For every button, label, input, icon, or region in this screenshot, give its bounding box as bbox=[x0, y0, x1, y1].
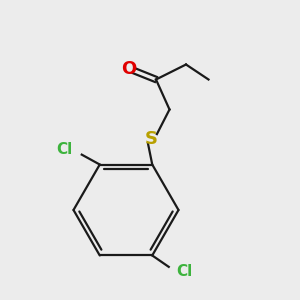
Text: S: S bbox=[145, 130, 158, 148]
Text: Cl: Cl bbox=[56, 142, 73, 157]
Text: Cl: Cl bbox=[176, 265, 193, 280]
Text: O: O bbox=[122, 60, 136, 78]
